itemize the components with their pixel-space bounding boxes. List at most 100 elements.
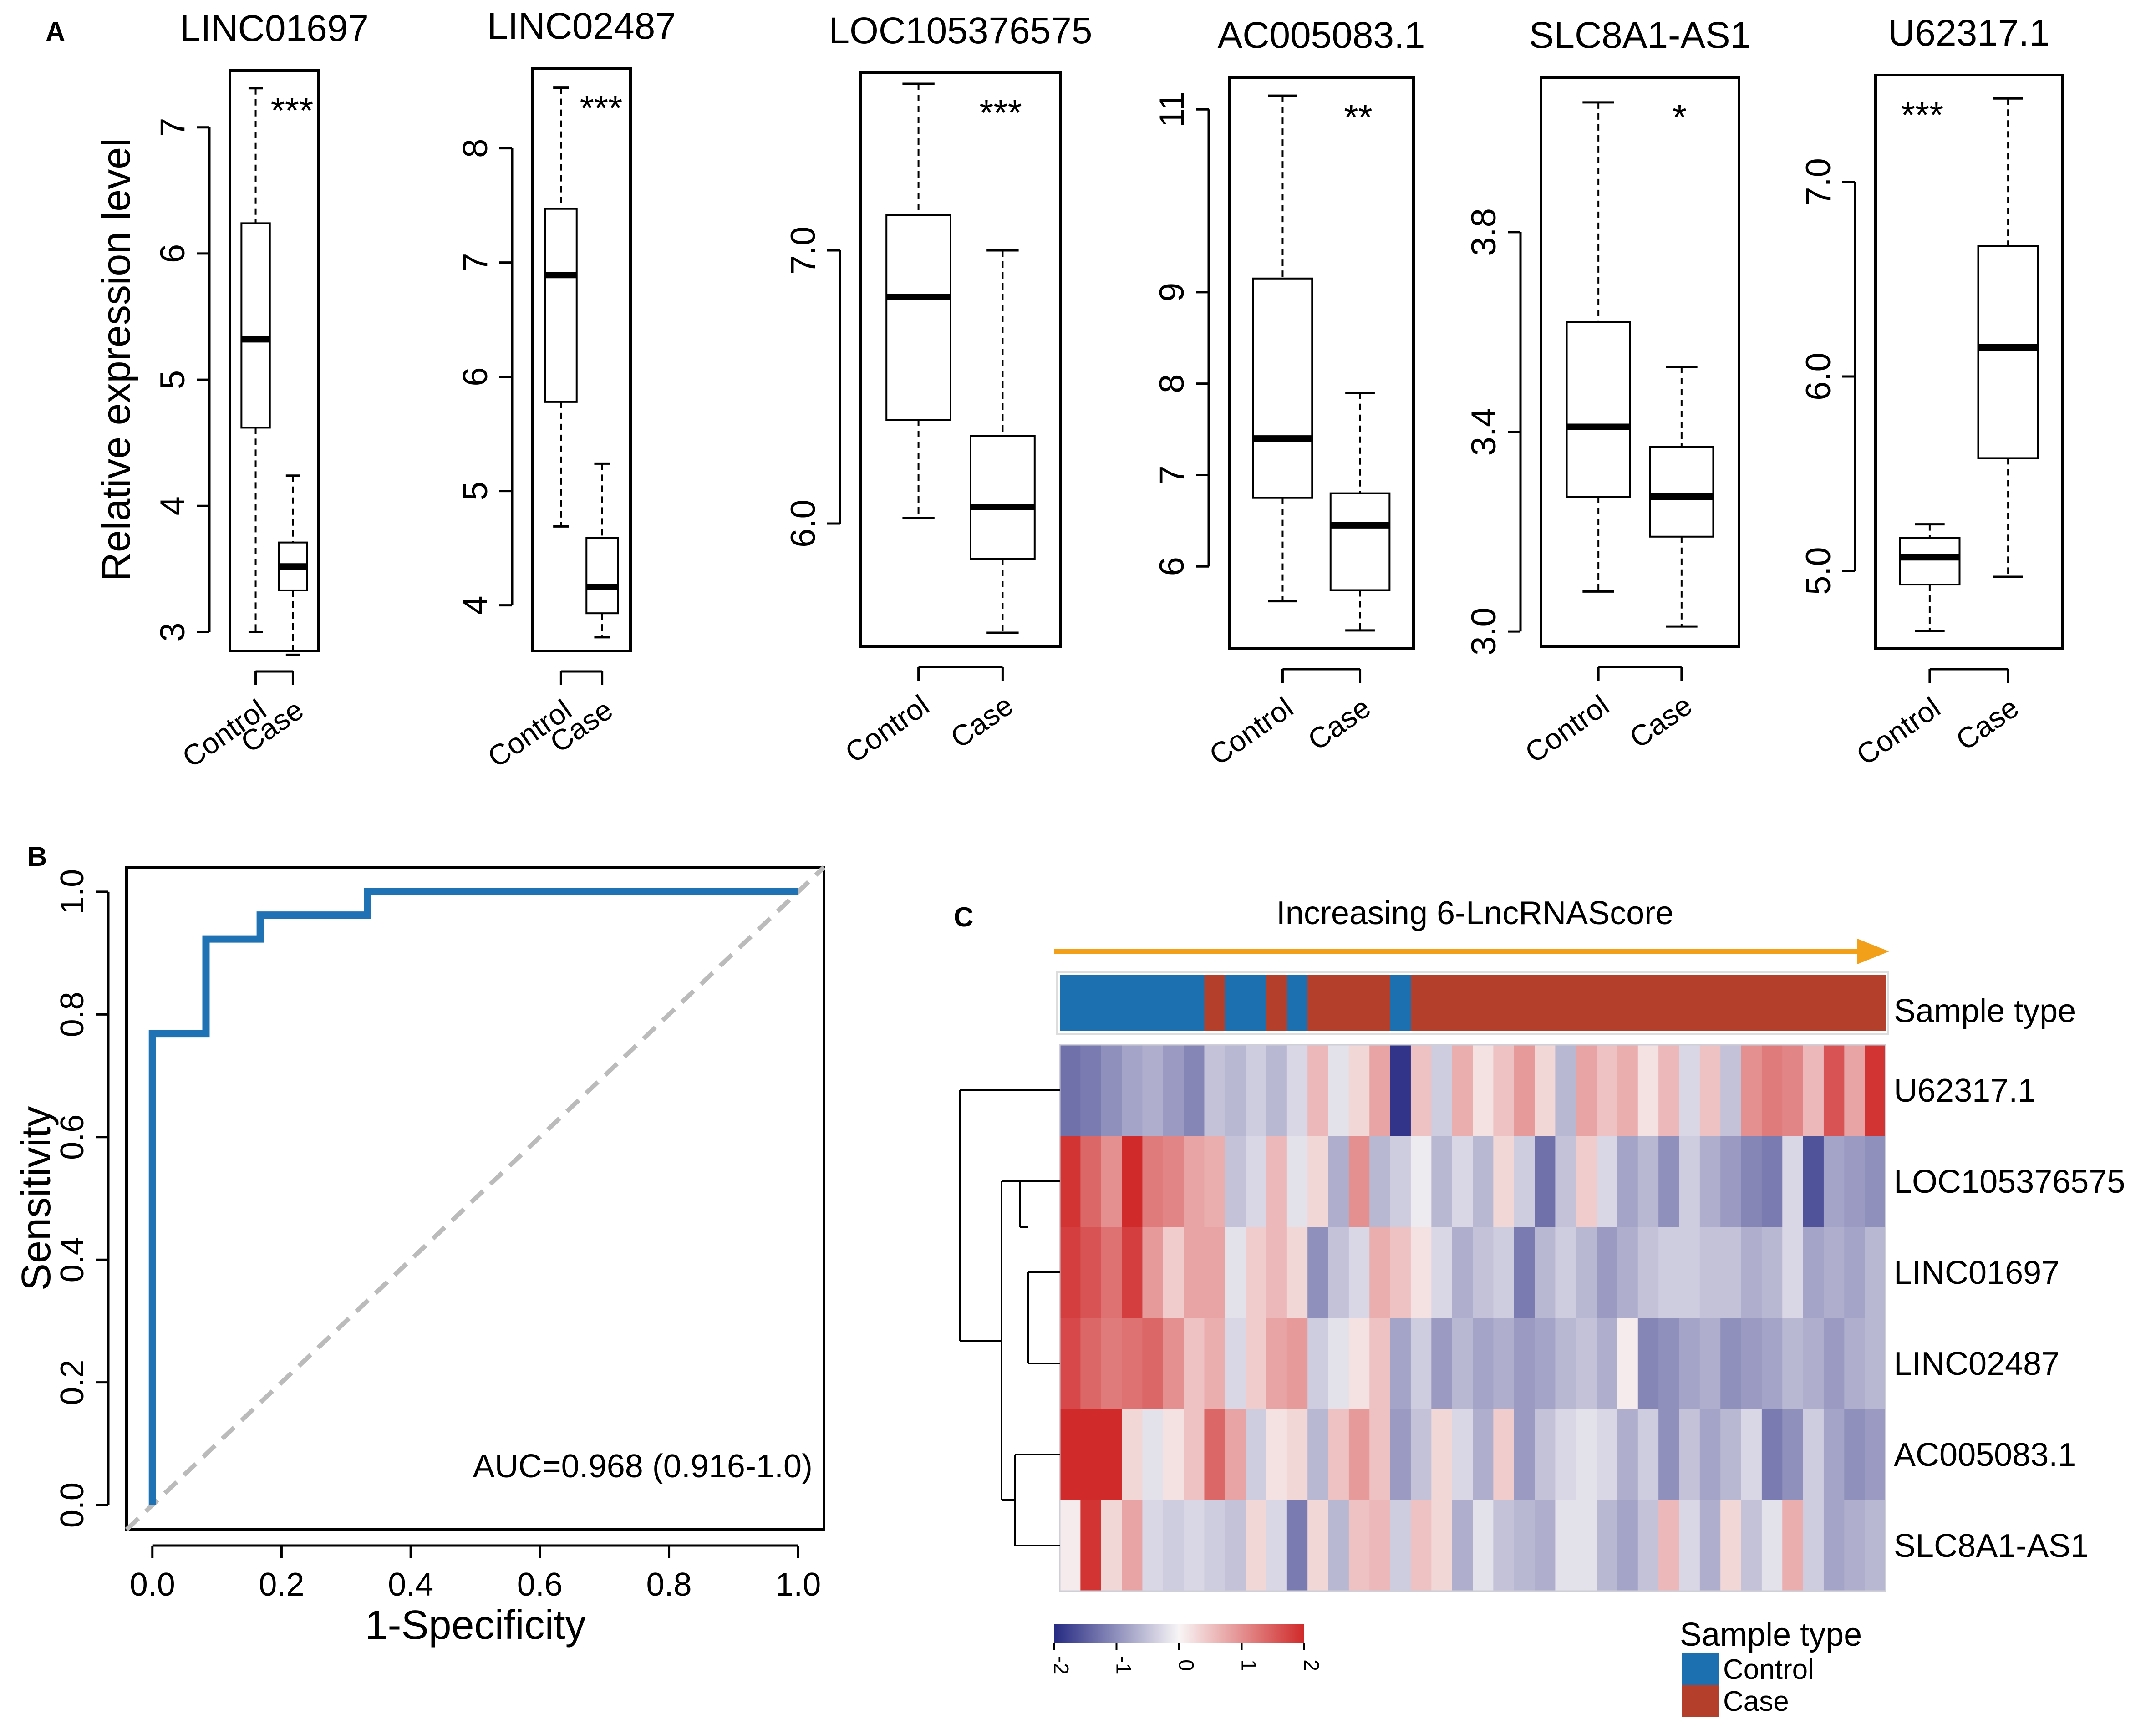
heatmap-cell	[1410, 1136, 1432, 1227]
heatmap-cell	[1514, 1227, 1535, 1318]
annotation-cell-control	[1225, 975, 1246, 1031]
heatmap-cell	[1390, 1227, 1411, 1318]
x-tick-label: 0.4	[388, 1566, 433, 1603]
heatmap-cell	[1782, 1045, 1804, 1136]
plot-frame	[229, 69, 320, 652]
heatmap-cell	[1761, 1227, 1783, 1318]
heatmap-cell	[1184, 1318, 1205, 1409]
annotation-cell-case	[1348, 975, 1370, 1031]
heatmap-cell	[1142, 1318, 1164, 1409]
y-tick-label: 0.0	[54, 1482, 91, 1528]
heatmap-cell	[1514, 1136, 1535, 1227]
heatmap-cell	[1699, 1045, 1721, 1136]
heatmap-cell	[1410, 1045, 1432, 1136]
annotation-cell-case	[1452, 975, 1473, 1031]
heatmap-cell	[1410, 1227, 1432, 1318]
heatmap-cell	[1225, 1409, 1246, 1500]
annotation-cell-case	[1410, 975, 1432, 1031]
heatmap-cell	[1225, 1500, 1246, 1592]
heatmap-cell	[1637, 1136, 1659, 1227]
heatmap-cell	[1679, 1500, 1700, 1592]
heatmap-cell	[1473, 1136, 1494, 1227]
heatmap-cell	[1865, 1500, 1886, 1592]
heatmap-cell	[1307, 1409, 1329, 1500]
annotation-cell-case	[1803, 975, 1824, 1031]
heatmap-row-4: LINC02487	[1060, 1318, 2059, 1409]
heatmap-cell	[1080, 1136, 1102, 1227]
boxplot-4: AC005083.1 6 7 8 9 11 Control Case **	[1153, 15, 1425, 772]
score-arrow-head	[1857, 939, 1889, 964]
heatmap-cell	[1060, 1045, 1081, 1136]
box-control	[1252, 94, 1313, 603]
heatmap-cell	[1535, 1136, 1556, 1227]
heatmap-cell	[1576, 1318, 1597, 1409]
plot-frame	[1228, 76, 1415, 650]
heatmap-cell	[1184, 1409, 1205, 1500]
heatmap-cell	[1473, 1227, 1494, 1318]
row-label: LINC01697	[1894, 1255, 2059, 1291]
heatmap-row-6: SLC8A1-AS1	[1060, 1500, 2089, 1592]
heatmap-cell	[1307, 1136, 1329, 1227]
arrow-label: Increasing 6-LncRNAScore	[1276, 895, 1673, 931]
plot-title: U62317.1	[1888, 12, 2050, 54]
heatmap-cell	[1163, 1136, 1184, 1227]
heatmap-cell	[1431, 1045, 1453, 1136]
boxplot-6: U62317.1 5.0 6.0 7.0 Control Case ***	[1799, 12, 2064, 772]
y-tick-label: 4	[153, 496, 192, 515]
y-tick-label: 6	[1153, 557, 1191, 576]
heatmap-cell	[1246, 1500, 1267, 1592]
heatmap-cell	[1266, 1318, 1287, 1409]
heatmap-cell	[1163, 1318, 1184, 1409]
heatmap-cell	[1637, 1409, 1659, 1500]
heatmap-cell	[1823, 1318, 1845, 1409]
y-tick-label: 7	[456, 253, 495, 272]
plot-frame	[125, 866, 825, 1531]
heatmap-cell	[1163, 1045, 1184, 1136]
heatmap-cell	[1369, 1045, 1391, 1136]
annotation-label: Sample type	[1894, 993, 2076, 1029]
iqr-box	[585, 537, 619, 615]
annotation-cell-case	[1658, 975, 1680, 1031]
y-tick-label: 8	[1153, 374, 1191, 393]
heatmap-cell	[1865, 1318, 1886, 1409]
heatmap-cell	[1555, 1318, 1576, 1409]
x-tick-label: 0.0	[130, 1566, 175, 1603]
y-tick-label: 6.0	[1799, 352, 1838, 401]
annotation-cell-case	[1473, 975, 1494, 1031]
heatmap-cell	[1803, 1318, 1824, 1409]
annotation-cell-control	[1142, 975, 1164, 1031]
heatmap-cell	[1782, 1500, 1804, 1592]
y-tick-label: 3	[153, 622, 192, 641]
heatmap-cell	[1803, 1409, 1824, 1500]
heatmap-cell	[1184, 1227, 1205, 1318]
heatmap-cell	[1617, 1045, 1638, 1136]
heatmap-cell	[1844, 1318, 1866, 1409]
heatmap-cell	[1101, 1318, 1122, 1409]
annotation-cell-case	[1535, 975, 1556, 1031]
x-tick-label-case: Case	[945, 688, 1019, 754]
annotation-cell-case	[1679, 975, 1700, 1031]
scale-tick-label: -1	[1112, 1656, 1136, 1675]
y-tick-label: 4	[456, 595, 495, 615]
heatmap-cell	[1658, 1500, 1680, 1592]
heatmap-cell	[1617, 1318, 1638, 1409]
box-case	[970, 249, 1036, 634]
heatmap-cell	[1720, 1227, 1742, 1318]
heatmap-cell	[1844, 1045, 1866, 1136]
heatmap-cell	[1555, 1045, 1576, 1136]
heatmap-cell	[1617, 1409, 1638, 1500]
heatmap-row-3: LINC01697	[1060, 1227, 2059, 1318]
heatmap-cell	[1307, 1500, 1329, 1592]
annotation-cell-case	[1514, 975, 1535, 1031]
heatmap-cell	[1679, 1409, 1700, 1500]
heatmap-cell	[1576, 1500, 1597, 1592]
annotation-cell-case	[1637, 975, 1659, 1031]
y-tick-label: 8	[456, 139, 495, 158]
heatmap-cell	[1535, 1045, 1556, 1136]
significance-marker: ***	[580, 88, 622, 128]
box-case	[1329, 392, 1391, 632]
boxplot-5: SLC8A1-AS1 3.0 3.4 3.8 Control Case *	[1464, 15, 1751, 769]
heatmap-cell	[1348, 1500, 1370, 1592]
heatmap-cell	[1122, 1409, 1143, 1500]
significance-marker: *	[1673, 97, 1687, 137]
